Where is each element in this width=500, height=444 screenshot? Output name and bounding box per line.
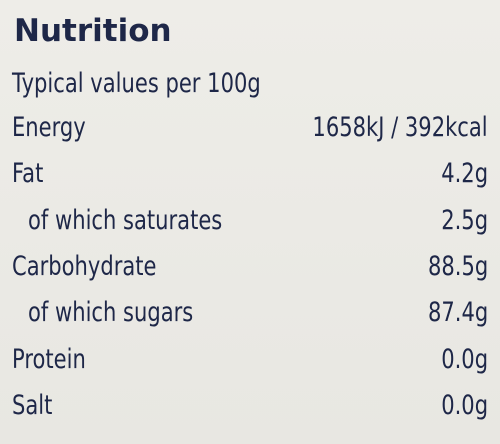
nutrient-label: Carbohydrate <box>12 250 157 282</box>
nutrient-label: Energy <box>12 112 86 143</box>
nutrient-value: 4.2g <box>441 158 488 190</box>
nutrient-value: 0.0g <box>441 389 488 421</box>
sub-nutrient-label: of which sugars <box>28 297 194 329</box>
sub-nutrient-label: of which saturates <box>28 204 223 236</box>
nutrient-value: 87.4g <box>427 297 488 329</box>
nutrient-value: 2.5g <box>441 204 488 236</box>
nutrient-value: 88.5g <box>427 250 488 282</box>
nutrient-value: 1658kJ / 392kcal <box>312 112 488 143</box>
subtitle: Typical values per 100g <box>12 68 261 99</box>
nutrient-label: Protein <box>12 343 86 375</box>
title: Nutrition <box>14 13 172 49</box>
nutrient-label: Salt <box>12 389 53 421</box>
nutrient-label: Fat <box>12 158 44 190</box>
nutrient-value: 0.0g <box>441 343 488 375</box>
